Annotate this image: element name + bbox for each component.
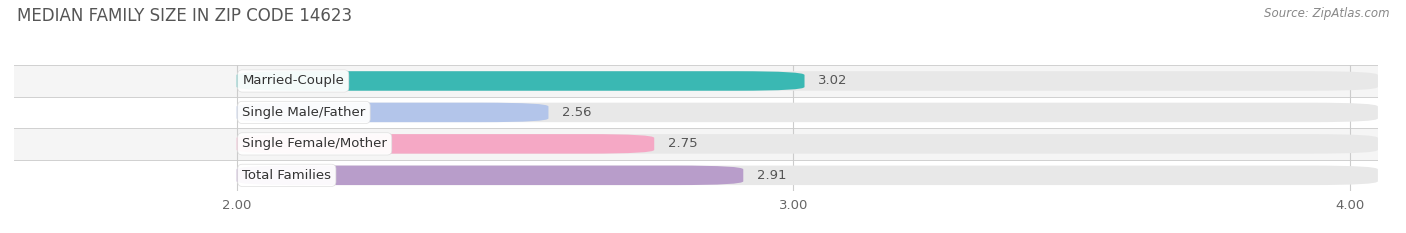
Text: 2.91: 2.91 xyxy=(758,169,787,182)
Text: Single Male/Father: Single Male/Father xyxy=(242,106,366,119)
FancyBboxPatch shape xyxy=(236,166,744,185)
FancyBboxPatch shape xyxy=(236,103,1378,122)
Text: Married-Couple: Married-Couple xyxy=(242,75,344,87)
Bar xyxy=(14,97,1378,128)
FancyBboxPatch shape xyxy=(236,71,804,91)
Text: MEDIAN FAMILY SIZE IN ZIP CODE 14623: MEDIAN FAMILY SIZE IN ZIP CODE 14623 xyxy=(17,7,352,25)
Text: Total Families: Total Families xyxy=(242,169,332,182)
Text: Single Female/Mother: Single Female/Mother xyxy=(242,137,387,150)
Text: 2.75: 2.75 xyxy=(668,137,697,150)
FancyBboxPatch shape xyxy=(236,134,654,154)
Text: 2.56: 2.56 xyxy=(562,106,592,119)
Bar xyxy=(14,160,1378,191)
FancyBboxPatch shape xyxy=(236,103,548,122)
FancyBboxPatch shape xyxy=(236,134,1378,154)
FancyBboxPatch shape xyxy=(236,71,1378,91)
Bar xyxy=(14,65,1378,97)
Bar xyxy=(14,128,1378,160)
Text: Source: ZipAtlas.com: Source: ZipAtlas.com xyxy=(1264,7,1389,20)
Text: 3.02: 3.02 xyxy=(818,75,848,87)
FancyBboxPatch shape xyxy=(236,166,1378,185)
